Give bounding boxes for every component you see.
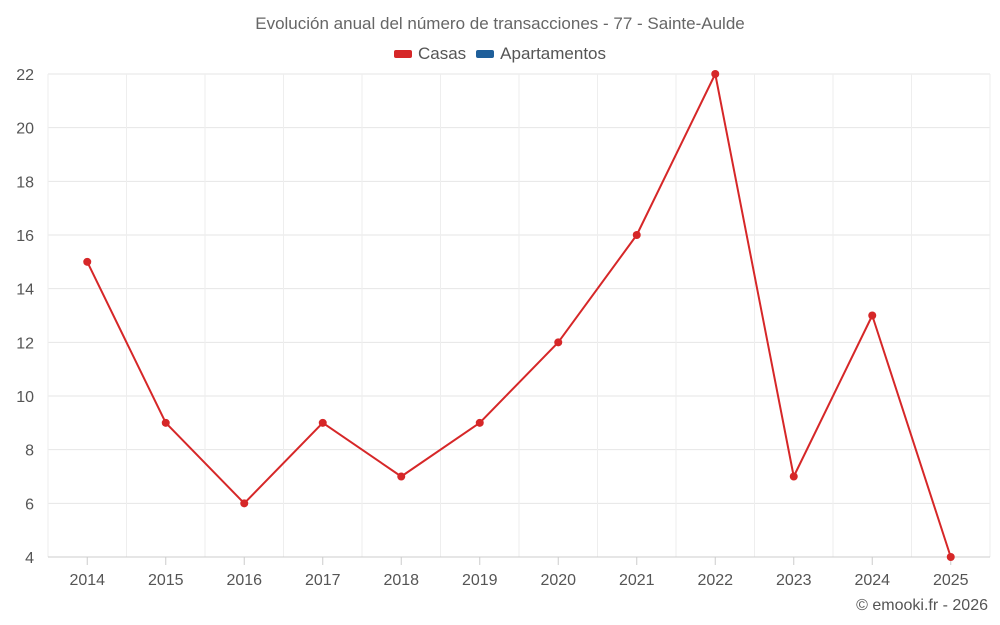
legend-label-apartamentos: Apartamentos <box>500 44 607 63</box>
series-line-casas <box>86 73 952 558</box>
x-tick-label: 2024 <box>854 572 890 589</box>
y-tick-label: 18 <box>16 174 34 191</box>
x-tick-label: 2016 <box>226 572 262 589</box>
x-tick-label: 2020 <box>540 572 576 589</box>
data-point[interactable] <box>946 553 955 561</box>
legend-swatch-apartamentos <box>476 50 495 58</box>
legend-swatch-casas <box>393 50 412 58</box>
data-point[interactable] <box>868 311 877 320</box>
grid <box>47 73 991 558</box>
x-tick-label: 2025 <box>933 572 969 589</box>
data-point[interactable] <box>397 472 406 481</box>
data-point[interactable] <box>318 418 327 427</box>
y-tick-label: 10 <box>16 389 34 406</box>
series <box>83 70 955 561</box>
y-tick-label: 6 <box>25 496 34 513</box>
legend-item-apartamentos[interactable]: Apartamentos <box>476 44 606 64</box>
chart-legend: Casas Apartamentos <box>0 44 1000 64</box>
data-point[interactable] <box>475 418 484 427</box>
x-tick-label: 2014 <box>69 572 105 589</box>
y-tick-label: 22 <box>16 67 34 84</box>
data-point[interactable] <box>240 499 249 508</box>
x-tick-label: 2017 <box>305 572 341 589</box>
x-tick-label: 2021 <box>619 572 655 589</box>
data-point[interactable] <box>789 472 798 481</box>
data-point[interactable] <box>161 418 170 427</box>
x-tick-label: 2022 <box>697 572 733 589</box>
y-tick-label: 14 <box>16 282 34 299</box>
y-tick-label: 8 <box>25 443 34 460</box>
x-tick-label: 2018 <box>383 572 419 589</box>
y-tick-label: 4 <box>25 550 34 567</box>
legend-label-casas: Casas <box>417 44 467 63</box>
credit-text: © emooki.fr - 2026 <box>856 597 988 614</box>
chart-title: Evolución anual del número de transaccio… <box>255 14 745 33</box>
x-tick-label: 2019 <box>462 572 498 589</box>
data-point[interactable] <box>632 231 641 239</box>
x-tick-label: 2015 <box>148 572 184 589</box>
x-tick-label: 2023 <box>776 572 812 589</box>
y-tick-label: 12 <box>16 335 34 352</box>
legend-item-casas[interactable]: Casas <box>393 44 467 64</box>
y-tick-label: 16 <box>16 228 34 245</box>
data-point[interactable] <box>554 338 563 347</box>
data-point[interactable] <box>83 257 92 266</box>
y-tick-label: 20 <box>16 121 34 138</box>
data-point[interactable] <box>711 70 720 78</box>
